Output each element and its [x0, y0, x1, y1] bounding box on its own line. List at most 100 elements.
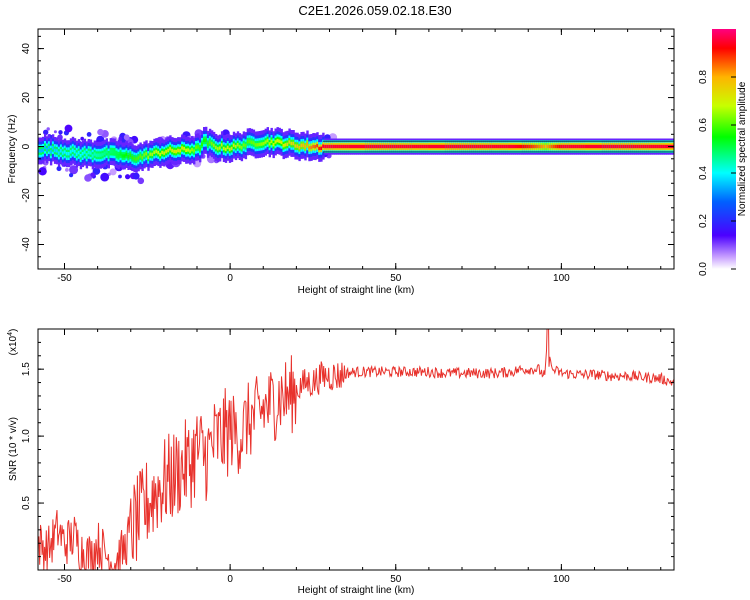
spectrogram-cell [187, 148, 190, 152]
spectrogram-cell [644, 144, 647, 149]
spectrogram-cell [483, 144, 486, 149]
spectrogram-cell [371, 144, 375, 149]
spectrogram-cell [423, 144, 426, 149]
spectrogram-cell [437, 144, 440, 149]
spectrogram-cell [141, 155, 144, 160]
spectrogram-cell [232, 143, 236, 147]
spectrogram-cell [524, 144, 528, 149]
spectrogram-cell [455, 144, 458, 149]
spectrogram-y-ticks: -40 -20 0 20 40 [21, 35, 674, 270]
spectrogram-cell [240, 146, 244, 150]
spectrogram-cell [81, 152, 85, 156]
y-tick-label: 40 [21, 43, 32, 55]
spectrogram-cell [87, 150, 91, 155]
spectrogram-noise [46, 127, 50, 131]
spectrogram-cell [238, 144, 242, 149]
y-tick-label: 1.5 [21, 362, 32, 376]
spectrogram-cell [652, 144, 655, 149]
spectrogram-cell [127, 154, 130, 159]
spectrogram-x-label: Height of straight line (km) [298, 285, 415, 296]
spectrogram-cell [471, 144, 474, 149]
spectrogram-cell [173, 149, 176, 154]
spectrogram-cell [614, 144, 617, 149]
spectrogram-cell [115, 152, 118, 157]
spectrogram-cell [662, 144, 665, 149]
snr-y-multiplier: (x104) [7, 329, 19, 356]
spectrogram-cell [145, 152, 148, 156]
spectrogram-cell [538, 144, 542, 149]
spectrogram-cell [362, 144, 365, 149]
spectrogram-noise [86, 132, 92, 137]
y-tick-label: -20 [21, 188, 32, 203]
spectrogram-cell [312, 144, 315, 149]
y-tick-label: 1.0 [21, 429, 32, 443]
spectrogram-cell [348, 144, 351, 149]
spectrogram-cell [185, 148, 188, 152]
spectrogram-cell [298, 146, 301, 150]
spectrogram-cell [592, 144, 595, 149]
spectrogram-frame [37, 28, 675, 270]
spectrogram-panel: -50 0 50 100 -40 -20 0 20 40 Height of straight… [7, 28, 675, 296]
spectrogram-cell [139, 154, 142, 158]
spectrogram-cell [491, 144, 494, 149]
spectrogram-noise [118, 136, 122, 141]
spectrogram-noise [109, 168, 117, 176]
spectrogram-cell [441, 144, 444, 149]
spectrogram-cell [542, 144, 546, 149]
spectrogram-cell [336, 144, 339, 149]
spectrogram-cell [596, 144, 599, 149]
spectrogram-cell [252, 141, 256, 145]
spectrogram-cell [544, 144, 548, 149]
spectrogram-cell [129, 153, 132, 158]
spectrogram-cell [576, 144, 579, 149]
spectrogram-cell [364, 144, 367, 149]
spectrogram-cell [584, 144, 587, 149]
spectrogram-cell [656, 144, 659, 149]
spectrogram-noise [123, 134, 130, 141]
spectrogram-cell [149, 152, 152, 156]
spectrogram-cell [397, 144, 401, 149]
spectrogram-x-ticks: -50 0 50 100 [57, 29, 662, 284]
spectrogram-cell [308, 146, 311, 150]
spectrogram-cell [290, 141, 293, 146]
spectrogram-cell [107, 153, 110, 157]
colorbar-tick-label: 0.0 [698, 262, 709, 276]
spectrogram-cell [316, 143, 319, 148]
spectrogram-cell [153, 150, 156, 154]
spectrogram-cell [256, 143, 259, 147]
spectrogram-cell [262, 141, 265, 146]
spectrogram-cell [300, 143, 303, 148]
spectrogram-cell [453, 144, 456, 149]
spectrogram-cell [254, 143, 257, 147]
spectrogram-cell [230, 146, 234, 151]
spectrogram-cell [507, 144, 510, 149]
spectrogram-cell [77, 150, 81, 155]
x-tick-label: 100 [553, 273, 570, 284]
spectrogram-noise [137, 177, 145, 185]
spectrogram-cell [228, 147, 232, 152]
spectrogram-cell [419, 144, 422, 149]
spectrogram-cell [465, 144, 468, 149]
spectrogram-marks [38, 124, 674, 185]
spectrogram-cell [550, 144, 554, 149]
spectrogram-noise [132, 172, 140, 180]
spectrogram-cell [147, 155, 150, 159]
spectrogram-cell [226, 145, 230, 150]
spectrogram-cell [381, 144, 385, 149]
spectrogram-cell [610, 144, 613, 149]
spectrogram-cell [59, 149, 63, 153]
spectrogram-cell [536, 144, 540, 149]
spectrogram-cell [171, 148, 174, 153]
spectrogram-cell [528, 144, 532, 149]
spectrogram-cell [499, 144, 502, 149]
spectrogram-cell [493, 144, 496, 149]
spectrogram-cell [497, 144, 500, 149]
spectrogram-cell [513, 144, 516, 149]
spectrogram-cell [101, 152, 104, 157]
spectrogram-cell [236, 143, 240, 147]
spectrogram-cell [248, 139, 252, 144]
spectrogram-cell [425, 144, 428, 149]
spectrogram-cell [630, 144, 633, 149]
spectrogram-cell [375, 144, 379, 149]
spectrogram-cell [664, 144, 667, 149]
